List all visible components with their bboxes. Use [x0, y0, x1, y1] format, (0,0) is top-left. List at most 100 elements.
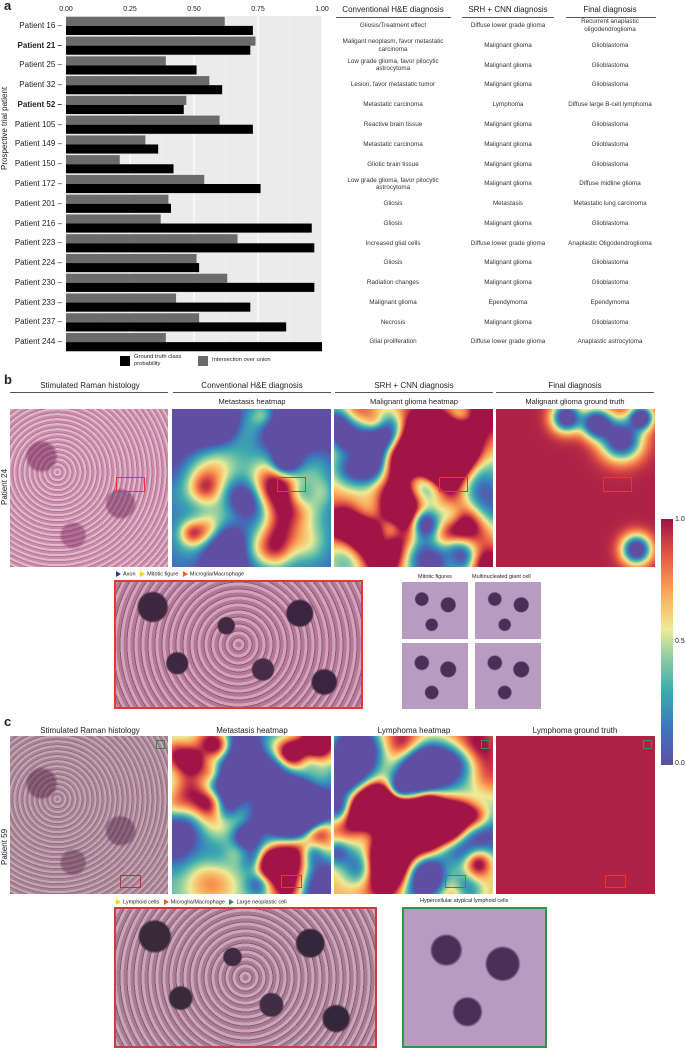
y-tick-label: Patient 237 –	[14, 317, 62, 327]
c-srh-green-box	[156, 740, 165, 749]
colorbar-tick-0: 0.0	[675, 760, 685, 767]
table-cell-final: Ependymoma	[590, 298, 630, 306]
c-zoom-inset	[114, 907, 377, 1048]
table-cell-final: Glioblastoma	[591, 140, 629, 148]
b-srh-roi-box	[116, 477, 145, 492]
c-hm2-red-box	[445, 875, 466, 888]
table-cell-he: Gliotic brain tissue	[367, 160, 419, 168]
b-small-title-2: Multinucleated giant cell	[472, 574, 531, 580]
c-header-lym: Lymphoma heatmap	[377, 726, 451, 735]
iou-bar-patient-172	[66, 174, 205, 184]
iou-bar-patient-21	[66, 36, 256, 46]
header-srh-rule	[462, 17, 554, 18]
b-rule-2	[173, 392, 331, 393]
c-lymphoma-heatmap	[334, 736, 493, 894]
table-cell-srh: Malignant glioma	[484, 219, 532, 227]
b-hm1-roi-box	[277, 477, 306, 492]
c-legend-neoplastic: Large neoplastic cell	[236, 899, 287, 906]
axon-arrow-icon	[116, 571, 121, 577]
table-cell-he: Low grade glioma, favor pilocytic astroc…	[347, 176, 439, 191]
table-cell-srh: Malignant glioma	[484, 81, 532, 89]
b-srh-image	[10, 409, 168, 567]
iou-bar-patient-244	[66, 333, 166, 343]
table-cell-he: Lesion, favor metastatic tumor	[350, 81, 436, 89]
c-hm1-red-box	[281, 875, 302, 888]
colorbar-tick-1: 1.0	[675, 516, 685, 523]
panel-c-letter: c	[4, 714, 12, 729]
y-tick-label: Patient 52 –	[17, 99, 62, 109]
table-cell-srh: Malignant glioma	[484, 120, 532, 128]
b-heatmap-title-1: Metastasis heatmap	[218, 397, 286, 406]
x-tick-label: 0.25	[123, 6, 137, 13]
ground-truth-bar-patient-223	[66, 243, 315, 253]
b-inset-legend: Axon Mitotic figure Microglia/Macrophage	[116, 571, 244, 577]
x-tick-label: 0.50	[187, 6, 201, 13]
table-cell-final: Diffuse midline glioma	[579, 180, 641, 188]
iou-bar-patient-32	[66, 76, 210, 86]
header-he-rule	[336, 17, 451, 18]
colorbar-tick-05: 0.5	[675, 638, 685, 645]
b-glioma-heatmap	[334, 409, 493, 567]
table-cell-final: Recurrent anaplastic oligodendroglioma	[581, 18, 639, 33]
ground-truth-bar-patient-105	[66, 124, 253, 134]
table-cell-srh: Malignant glioma	[484, 180, 532, 188]
ground-truth-bar-patient-244	[66, 342, 322, 352]
ground-truth-bar-patient-52	[66, 104, 184, 115]
table-cell-he: Gliosis	[383, 219, 403, 227]
iou-bar-patient-149	[66, 135, 146, 145]
y-tick-label: Patient 224 –	[14, 258, 62, 268]
b-hm2-roi-box	[439, 477, 468, 492]
iou-bar-patient-150	[66, 155, 120, 165]
table-cell-final: Glioblastoma	[591, 259, 629, 267]
b-rule-3	[335, 392, 493, 393]
b-heatmap-title-3: Malignant glioma ground truth	[525, 397, 625, 406]
table-cell-he: Radiation changes	[366, 279, 420, 287]
table-cell-final: Glioblastoma	[591, 160, 629, 168]
table-cell-he: Metastatic carcinoma	[363, 101, 423, 109]
iou-bar-patient-230	[66, 273, 228, 283]
b-glioma-ground-truth	[496, 409, 655, 567]
bar-chart	[66, 16, 322, 352]
table-cell-final: Glioblastoma	[591, 61, 629, 69]
b-metastasis-heatmap	[172, 409, 331, 567]
iou-bar-patient-224	[66, 253, 197, 264]
microglia-arrow-icon	[182, 571, 188, 577]
table-cell-he: Malignant glioma	[369, 298, 417, 306]
iou-bar-patient-216	[66, 214, 161, 224]
ground-truth-bar-patient-150	[66, 164, 174, 174]
header-he: Conventional H&E diagnosis	[342, 5, 444, 14]
y-tick-label: Patient 32 –	[19, 80, 62, 90]
chart-legend: Ground truth class probability Intersect…	[120, 354, 340, 374]
b-gt-roi-box	[603, 477, 632, 492]
table-cell-srh: Malignant glioma	[484, 160, 532, 168]
table-cell-srh: Malignant glioma	[484, 140, 532, 148]
table-cell-he: Increased glial cells	[365, 239, 421, 247]
y-tick-label: Patient 223 –	[14, 238, 62, 248]
table-cell-final: Metastatic lung carcinoma	[573, 200, 647, 208]
table-cell-he: Necrosis	[380, 318, 406, 326]
c-header-met: Metastasis heatmap	[216, 726, 288, 735]
b-rule-4	[496, 392, 654, 393]
ground-truth-bar-patient-149	[66, 144, 159, 154]
b-rule-1	[10, 392, 168, 393]
b-legend-microglia: Microglia/Macrophage	[189, 571, 245, 578]
iou-bar-patient-223	[66, 234, 238, 244]
legend-label-iou: Intersection over union	[212, 357, 271, 363]
c-patient-label: Patient 59	[0, 828, 9, 865]
legend-swatch-iou	[198, 356, 208, 366]
c-gt-green-box	[643, 740, 652, 749]
table-cell-srh: Malignant glioma	[484, 279, 532, 287]
table-cell-final: Glioblastoma	[591, 219, 629, 227]
ground-truth-bar-patient-230	[66, 282, 315, 292]
lymphoid-arrow-icon	[116, 899, 121, 905]
b-header-final: Final diagnosis	[548, 381, 602, 390]
y-tick-label: Patient 201 –	[14, 198, 62, 208]
table-cell-srh: Metastasis	[492, 200, 524, 208]
legend-label-ground-truth: Ground truth class probability	[134, 354, 182, 367]
table-cell-final: Glioblastoma	[591, 120, 629, 128]
table-cell-srh: Lymphoma	[492, 101, 524, 109]
iou-bar-patient-16	[66, 16, 225, 26]
y-tick-label: Patient 105 –	[14, 119, 62, 129]
b-header-he: Conventional H&E diagnosis	[201, 381, 303, 390]
panel-b-letter: b	[4, 372, 12, 387]
